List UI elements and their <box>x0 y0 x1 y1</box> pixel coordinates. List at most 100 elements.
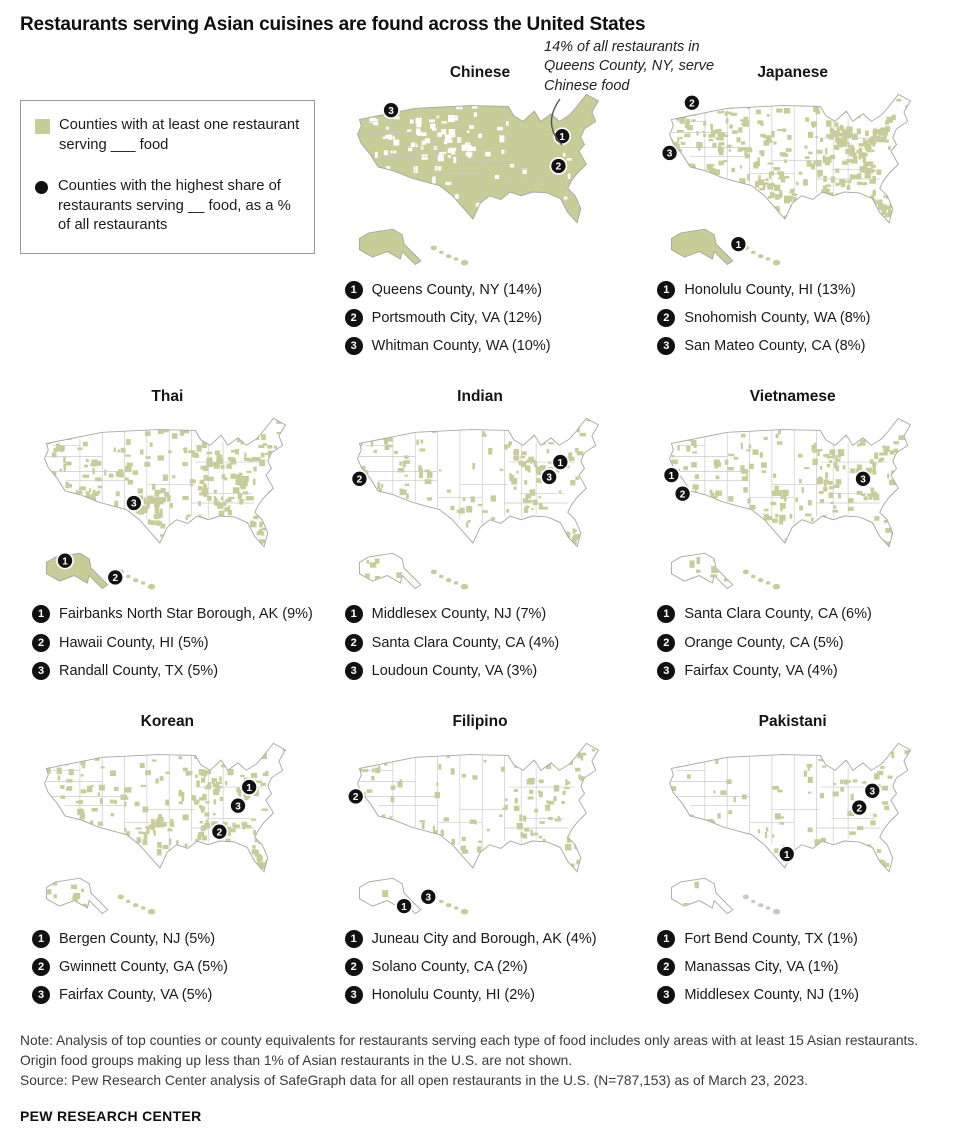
marker-number: 2 <box>555 162 561 173</box>
county-swatch-icon <box>35 119 50 134</box>
us-map-pakistani: 1 23 <box>669 742 912 915</box>
list-item: 3 Whitman County, WA (10%) <box>344 336 628 356</box>
rank-badge: 1 <box>32 929 50 948</box>
map-cell-filipino: Filipino 1 2 3 1 Juneau City and Borough, AK … <box>333 713 628 1013</box>
brand: PEW RESEARCH CENTER <box>20 1108 202 1125</box>
rank-badge: 3 <box>657 337 676 356</box>
map-title: Japanese <box>757 64 828 81</box>
rank-badge: 1 <box>32 605 50 624</box>
list-item: 2 Gwinnett County, GA (5%) <box>32 957 315 977</box>
rank-badge: 3 <box>32 661 50 680</box>
rank-badge: 2 <box>657 633 676 652</box>
top-counties-list: 1 Fairbanks North Star Borough, AK (9%) 2 H… <box>20 604 315 680</box>
us-map-japanese: 1 2 3 <box>661 93 912 266</box>
top-counties-list: 1 Middlesex County, NJ (7%) 2 Santa Clara C… <box>333 604 628 680</box>
maps-grid: Counties with at least one restaurant se… <box>20 64 940 1013</box>
marker-number: 1 <box>669 471 675 482</box>
note-text: Note: Analysis of top counties or county… <box>20 1033 919 1069</box>
list-item: 1 Honolulu County, HI (13%) <box>657 280 940 300</box>
rank-badge: 3 <box>657 661 676 680</box>
marker-number: 3 <box>546 473 552 484</box>
top-counties-list: 1 Bergen County, NJ (5%) 2 Gwinnett County,… <box>20 929 315 1005</box>
marker-number: 1 <box>559 132 565 143</box>
marker-number: 3 <box>861 475 867 486</box>
map-title: Pakistani <box>758 712 827 730</box>
map-marker-1: 1 <box>394 897 413 915</box>
footer: Note: Analysis of top counties or county… <box>20 1031 940 1130</box>
rank-badge: 3 <box>32 986 50 1004</box>
us-map-korean: 1 2 3 <box>44 742 287 915</box>
map-marker-3: 3 <box>229 796 247 815</box>
top-counties-list: 1 Juneau City and Borough, AK (4%) 2 Solano… <box>333 929 628 1005</box>
county-label: Fairbanks North Star Borough, AK (9%) <box>59 606 313 623</box>
county-label: Santa Clara County, CA (6%) <box>684 606 872 623</box>
map-cell-vietnamese: Vietnamese 1 2 3 1 Santa Clara County, CA (6%… <box>645 388 940 688</box>
list-item: 3 Randall County, TX (5%) <box>32 661 315 681</box>
marker-number: 3 <box>667 149 673 160</box>
list-item: 1 Bergen County, NJ (5%) <box>32 929 315 949</box>
rank-badge: 2 <box>657 309 676 328</box>
map-marker-2: 2 <box>350 470 368 489</box>
rank-badge: 3 <box>344 661 363 680</box>
marker-number: 1 <box>736 240 742 251</box>
map-title: Vietnamese <box>749 388 836 406</box>
list-item: 2 Solano County, CA (2%) <box>344 957 628 977</box>
county-label: Honolulu County, HI (13%) <box>684 282 856 298</box>
legend-item-area: Counties with at least one restaurant se… <box>35 116 300 155</box>
county-label: Snohomish County, WA (8%) <box>684 310 871 327</box>
us-map-indian: 1 2 3 <box>350 418 599 590</box>
map-marker-3: 3 <box>125 494 143 513</box>
marker-number: 2 <box>112 573 118 584</box>
list-item: 3 San Mateo County, CA (8%) <box>657 336 940 356</box>
list-item: 1 Santa Clara County, CA (6%) <box>657 604 940 624</box>
list-item: 1 Fort Bend County, TX (1%) <box>657 929 940 949</box>
rank-badge: 1 <box>344 929 363 948</box>
list-item: 3 Loudoun County, VA (3%) <box>344 661 628 681</box>
county-label: Middlesex County, NJ (7%) <box>371 606 547 623</box>
marker-number: 2 <box>217 827 223 838</box>
county-label: Honolulu County, HI (2%) <box>371 987 535 1003</box>
list-item: 2 Portsmouth City, VA (12%) <box>344 308 628 328</box>
map-marker-2: 2 <box>683 93 702 112</box>
map-marker-1: 1 <box>552 127 571 146</box>
map-cell-pakistani: Pakistani 1 2 3 1 Fort Bend County, TX (1%) 2 M… <box>645 713 940 1013</box>
county-label: Gwinnett County, GA (5%) <box>59 958 228 975</box>
rank-badge: 2 <box>32 957 50 976</box>
us-map-chinese: 1 2 3 <box>356 93 599 266</box>
map-marker-2: 2 <box>210 822 229 841</box>
map-marker-3: 3 <box>863 781 882 800</box>
list-item: 3 Fairfax County, VA (5%) <box>32 985 315 1005</box>
list-item: 1 Queens County, NY (14%) <box>344 280 628 300</box>
rank-badge: 1 <box>344 605 363 624</box>
map-marker-1: 1 <box>662 466 681 485</box>
list-item: 1 Fairbanks North Star Borough, AK (9%) <box>32 604 315 624</box>
county-label: Queens County, NY (14%) <box>371 282 542 298</box>
map-marker-1: 1 <box>240 777 259 796</box>
map-marker-2: 2 <box>674 485 692 503</box>
map-title: Filipino <box>452 712 508 730</box>
county-label: Hawaii County, HI (5%) <box>59 634 209 651</box>
marker-number: 2 <box>689 98 695 109</box>
county-label: Bergen County, NJ (5%) <box>59 930 216 947</box>
marker-number: 1 <box>62 557 68 568</box>
legend: Counties with at least one restaurant se… <box>20 100 315 254</box>
marker-number: 2 <box>356 475 362 486</box>
county-label: San Mateo County, CA (8%) <box>684 338 866 355</box>
list-item: 2 Hawaii County, HI (5%) <box>32 633 315 653</box>
marker-number: 1 <box>401 902 407 913</box>
rank-badge: 2 <box>344 633 363 652</box>
map-marker-3: 3 <box>419 887 437 906</box>
county-label: Fairfax County, VA (4%) <box>684 662 838 679</box>
rank-badge: 2 <box>657 957 676 976</box>
marker-number: 1 <box>784 850 790 861</box>
source-text: Source: Pew Research Center analysis of … <box>20 1073 809 1089</box>
map-marker-2: 2 <box>549 157 567 175</box>
marker-number: 3 <box>131 499 137 510</box>
map-cell-chinese: Chinese 1 2 3 1 Queens County, NY (14%) 2 Ports… <box>333 64 628 364</box>
map-marker-1: 1 <box>56 552 74 570</box>
county-label: Whitman County, WA (10%) <box>371 338 551 355</box>
us-map-vietnamese: 1 2 3 <box>662 418 912 590</box>
map-title: Chinese <box>449 64 511 81</box>
map-marker-1: 1 <box>551 453 569 472</box>
county-label: Loudoun County, VA (3%) <box>371 662 538 679</box>
